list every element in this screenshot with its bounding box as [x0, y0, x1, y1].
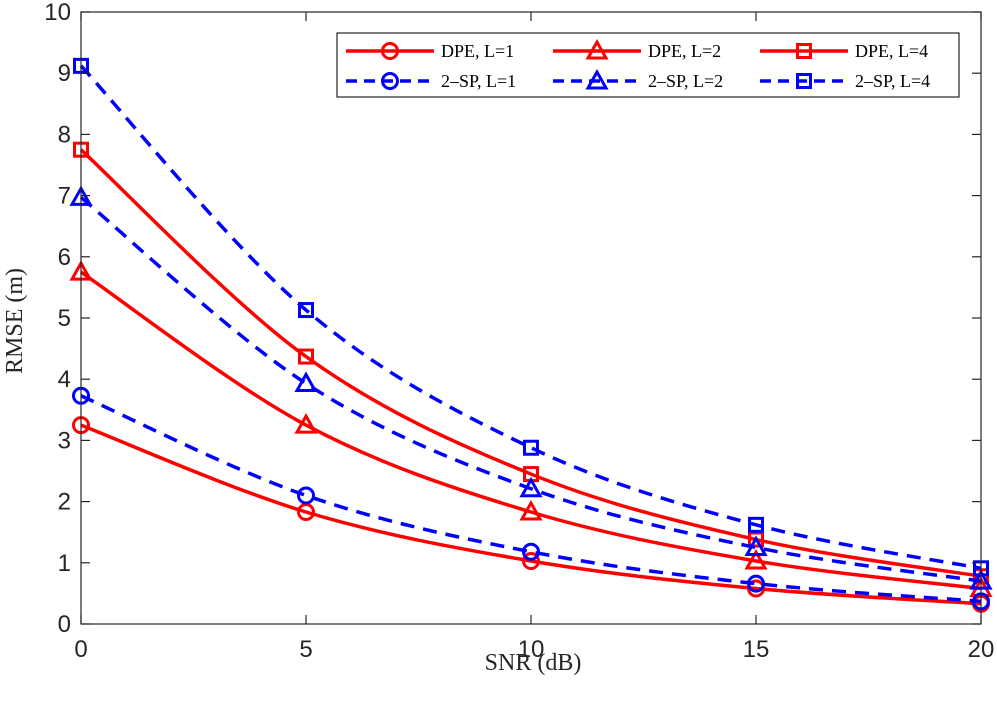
series-5-point-4 — [744, 535, 768, 556]
legend-label-5: 2–SP, L=2 — [648, 71, 723, 91]
series-line-2 — [80, 270, 982, 591]
y-tick-label-10: 10 — [44, 0, 71, 26]
x-tick-label-15: 15 — [743, 636, 770, 663]
series-3-point-2 — [298, 348, 314, 365]
legend-item-6: 2–SP, L=4 — [760, 71, 930, 91]
legend-label-4: 2–SP, L=1 — [441, 71, 516, 91]
legend-marker-1 — [381, 42, 399, 60]
series-line-1 — [80, 423, 982, 606]
x-tick-label-10: 10 — [518, 636, 545, 663]
series-1-point-2 — [297, 503, 315, 522]
legend-marker-4 — [381, 72, 399, 90]
series-line-3 — [79, 148, 982, 578]
series-4-point-3 — [522, 542, 540, 561]
y-tick-label-4: 4 — [58, 366, 71, 393]
y-tick-label-5: 5 — [58, 305, 71, 332]
series-1-point-3 — [522, 551, 540, 570]
series-4-point-4 — [747, 574, 765, 593]
legend-item-5: 2–SP, L=2 — [553, 68, 723, 91]
y-axis-title: RMSE (m) — [2, 268, 28, 374]
y-tick-label-3: 3 — [58, 427, 71, 454]
legend-label-6: 2–SP, L=4 — [855, 71, 930, 91]
x-tick-label-5: 5 — [299, 636, 312, 663]
series-line-6 — [79, 64, 982, 571]
legend-label-2: DPE, L=2 — [648, 41, 721, 61]
series-6-point-2 — [298, 302, 314, 319]
series-3-point-4 — [748, 531, 764, 548]
y-tick-label-8: 8 — [58, 121, 71, 148]
y-tick-label-0: 0 — [58, 611, 71, 638]
legend-marker-5 — [585, 68, 609, 90]
y-tick-label-2: 2 — [58, 489, 71, 516]
series-2-point-4 — [744, 548, 768, 570]
y-tick-label-9: 9 — [58, 60, 71, 87]
series-4-point-2 — [297, 486, 315, 505]
legend-item-4: 2–SP, L=1 — [346, 71, 516, 91]
x-axis-title: SNR (dB) — [485, 650, 582, 676]
y-tick-label-6: 6 — [58, 244, 71, 271]
axes-layer: 0 5 10 15 20 0 1 2 3 4 5 6 7 8 9 10 — [44, 0, 994, 663]
series-2-point-3 — [519, 499, 543, 521]
x-tick-label-20: 20 — [968, 636, 995, 663]
series-5-point-2 — [294, 371, 318, 392]
series-5-point-3 — [519, 476, 543, 498]
legend-marker-2 — [585, 38, 609, 60]
legend-box — [336, 32, 960, 98]
series-layer — [69, 57, 993, 613]
series-6-point-3 — [523, 439, 539, 456]
legend-item-1: DPE, L=1 — [346, 41, 514, 61]
x-tick-label-0: 0 — [74, 636, 87, 663]
legend-label-3: DPE, L=4 — [855, 41, 928, 61]
series-6-point-4 — [748, 516, 764, 533]
series-line-5 — [79, 196, 982, 583]
y-tick-label-1: 1 — [58, 550, 71, 577]
y-tick-label-7: 7 — [58, 183, 71, 210]
legend-item-2: DPE, L=2 — [553, 38, 721, 61]
series-2-point-2 — [294, 413, 318, 434]
legend: DPE, L=1 DPE, L=2 DPE, L=4 2–SP, L=1 2–SP, L… — [336, 32, 960, 98]
legend-item-3: DPE, L=4 — [760, 41, 928, 61]
legend-label-1: DPE, L=1 — [441, 41, 514, 61]
legend-marker-3 — [796, 43, 812, 59]
legend-marker-6 — [796, 73, 812, 89]
series-line-4 — [80, 394, 982, 604]
